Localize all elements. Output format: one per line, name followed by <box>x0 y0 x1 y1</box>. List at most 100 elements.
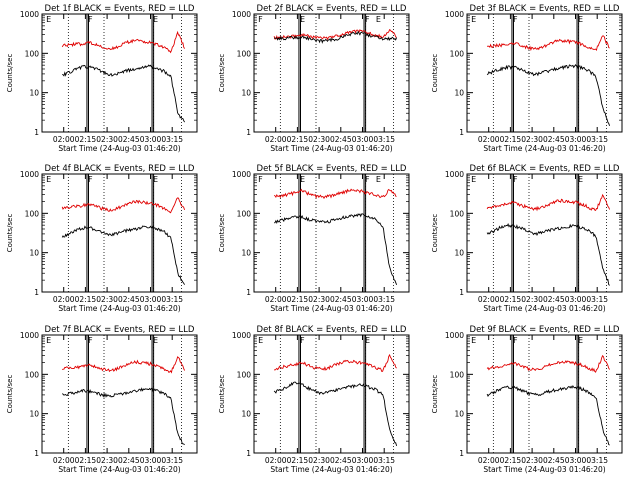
y-tick-label: 1 <box>459 288 464 297</box>
x-tick-label: 02:45 <box>543 456 565 465</box>
x-tick-label: 02:30 <box>96 135 118 144</box>
x-tick-label: 03:00 <box>352 456 374 465</box>
y-tick-label: 10 <box>454 89 464 98</box>
panel-det-3: Det 3f BLACK = Events, RED = LLD Counts/s… <box>431 4 623 153</box>
y-tick-label: 1 <box>34 449 39 458</box>
plot-frame <box>41 173 198 293</box>
x-tick-label: 02:45 <box>543 135 565 144</box>
x-tick-label: 02:30 <box>308 295 330 304</box>
x-tick-label: 03:00 <box>565 295 587 304</box>
panel-title: Det 2f BLACK = Events, RED = LLD <box>257 4 407 14</box>
x-tick-label: 03:00 <box>140 295 162 304</box>
series-events-black <box>486 222 610 286</box>
y-tick-label: 1 <box>459 449 464 458</box>
x-tick-label: 03:00 <box>352 295 374 304</box>
x-tick-label: 02:15 <box>75 135 97 144</box>
y-tick-label: 10 <box>454 410 464 419</box>
y-axis-label: Counts/sec <box>431 375 439 414</box>
y-tick-label: 10 <box>29 410 39 419</box>
x-tick-label: 02:15 <box>75 295 97 304</box>
x-tick-label: 03:15 <box>161 295 183 304</box>
x-axis-label: Start Time (24-Aug-03 01:46:20) <box>270 304 392 313</box>
x-tick-label: 02:00 <box>265 135 287 144</box>
x-axis-label: Start Time (24-Aug-03 01:46:20) <box>270 144 392 153</box>
x-tick-label: 02:45 <box>118 135 140 144</box>
x-tick-label: 02:15 <box>500 135 522 144</box>
x-tick-label: 02:30 <box>308 135 330 144</box>
x-axis-label: Start Time (24-Aug-03 01:46:20) <box>58 304 180 313</box>
series-events-black <box>61 387 185 446</box>
y-axis-label: Counts/sec <box>6 54 14 93</box>
x-tick-label: 02:45 <box>118 295 140 304</box>
y-tick-label: 100 <box>237 49 252 58</box>
flag-label: E <box>153 175 158 184</box>
panel-det-6: Det 6f BLACK = Events, RED = LLD Counts/s… <box>431 164 623 313</box>
x-tick-label: 02:45 <box>330 295 352 304</box>
x-tick-label: 02:00 <box>478 135 500 144</box>
y-tick-label: 10 <box>29 249 39 258</box>
panel-title: Det 6f BLACK = Events, RED = LLD <box>470 164 620 174</box>
x-tick-label: 03:15 <box>586 456 608 465</box>
plot-frame <box>466 334 623 454</box>
y-tick-label: 1000 <box>20 10 39 19</box>
y-axis-label: Counts/sec <box>218 54 226 93</box>
flag-label: E <box>578 336 583 345</box>
x-axis-label: Start Time (24-Aug-03 01:46:20) <box>270 465 392 474</box>
panel-title: Det 8f BLACK = Events, RED = LLD <box>257 325 407 335</box>
y-tick-label: 1 <box>34 128 39 137</box>
flag-label: F <box>300 336 305 345</box>
x-tick-label: 03:00 <box>140 135 162 144</box>
x-tick-label: 02:00 <box>53 295 75 304</box>
flag-label: E <box>46 336 51 345</box>
x-tick-label: 02:15 <box>75 456 97 465</box>
y-tick-label: 1000 <box>445 170 464 179</box>
x-tick-label: 02:00 <box>478 456 500 465</box>
plot-frame <box>253 173 410 293</box>
flag-label: F <box>513 175 518 184</box>
flag-label: E <box>578 175 583 184</box>
series-lld-red <box>273 353 397 372</box>
x-tick-label: 02:15 <box>287 456 309 465</box>
series-events-black <box>62 64 185 123</box>
panel-det-2: Det 2f BLACK = Events, RED = LLD Counts/s… <box>218 4 410 153</box>
series-events-black <box>61 225 185 285</box>
flag-label: E <box>376 175 381 184</box>
x-tick-label: 03:15 <box>586 295 608 304</box>
flag-label: F <box>365 175 370 184</box>
y-tick-label: 10 <box>454 249 464 258</box>
x-tick-label: 02:30 <box>96 456 118 465</box>
plot-frame <box>466 173 623 293</box>
y-tick-label: 1 <box>34 288 39 297</box>
y-tick-label: 1 <box>459 128 464 137</box>
flag-label: F <box>513 336 518 345</box>
y-tick-label: 1000 <box>20 331 39 340</box>
series-lld-red <box>61 197 186 214</box>
plot-frame <box>41 13 198 133</box>
flag-label: E <box>46 175 51 184</box>
y-tick-label: 100 <box>450 370 465 379</box>
series-lld-red <box>486 35 610 52</box>
panel-det-1: Det 1f BLACK = Events, RED = LLD Counts/s… <box>6 4 198 153</box>
flag-label: E <box>46 15 51 24</box>
plot-frame <box>41 334 198 454</box>
flag-label: F <box>258 175 263 184</box>
x-tick-label: 02:15 <box>287 135 309 144</box>
x-tick-label: 02:15 <box>500 295 522 304</box>
x-tick-label: 02:30 <box>521 295 543 304</box>
x-tick-label: 02:30 <box>308 456 330 465</box>
panel-det-7: Det 7f BLACK = Events, RED = LLD Counts/s… <box>6 325 198 474</box>
series-events-black <box>274 30 398 44</box>
y-tick-label: 100 <box>25 49 40 58</box>
y-tick-label: 1000 <box>445 10 464 19</box>
y-tick-label: 1000 <box>445 331 464 340</box>
series-lld-red <box>61 356 186 374</box>
series-events-black <box>486 64 611 126</box>
y-axis-label: Counts/sec <box>218 214 226 253</box>
flag-label: E <box>300 15 305 24</box>
x-tick-label: 03:00 <box>140 456 162 465</box>
flag-label: E <box>376 15 381 24</box>
x-tick-label: 03:00 <box>565 135 587 144</box>
y-tick-label: 1000 <box>232 10 251 19</box>
x-axis-label: Start Time (24-Aug-03 01:46:20) <box>58 465 180 474</box>
panel-det-4: Det 4f BLACK = Events, RED = LLD Counts/s… <box>6 164 198 313</box>
